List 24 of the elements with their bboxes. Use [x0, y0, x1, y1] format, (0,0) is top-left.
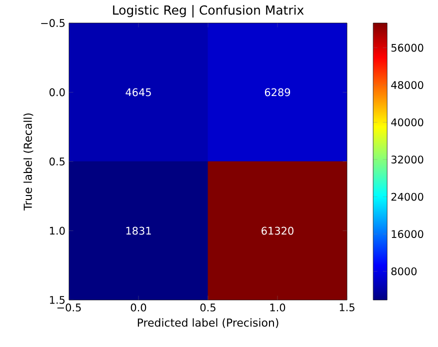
data-label: 61320 [262, 226, 294, 235]
color-bar-label: 48000 [391, 81, 424, 89]
data-label: 1831 [126, 226, 151, 235]
color-bar-label: 32000 [391, 156, 424, 164]
x-axis-title: Predicted label (Precision) [138, 318, 278, 328]
x-tick-label: 1.0 [270, 304, 286, 312]
chart-title: Logistic Reg | Confusion Matrix [113, 5, 304, 18]
color-bar-label: 16000 [392, 230, 424, 238]
y-tick-label: 1.0 [50, 226, 65, 235]
data-label: 6289 [264, 88, 290, 96]
y-axis-title: True label (Recall) [23, 113, 34, 211]
x-tick-label: 0.0 [130, 304, 146, 312]
x-tick-label: −0.5 [57, 304, 81, 312]
y-tick-label: 0.0 [50, 88, 65, 96]
data-label: 4645 [126, 88, 151, 96]
x-tick-label: 1.5 [340, 304, 354, 312]
y-tick-label: 1.5 [50, 296, 65, 304]
x-tick-label: 0.5 [200, 304, 216, 312]
y-tick-label: 0.5 [50, 158, 65, 166]
color-bar-label: 56000 [391, 44, 424, 52]
color-bar-label: 8000 [391, 267, 417, 276]
color-bar-label: 24000 [391, 192, 424, 201]
y-tick-label: −0.5 [41, 19, 65, 27]
color-bar-label: 40000 [391, 118, 424, 126]
